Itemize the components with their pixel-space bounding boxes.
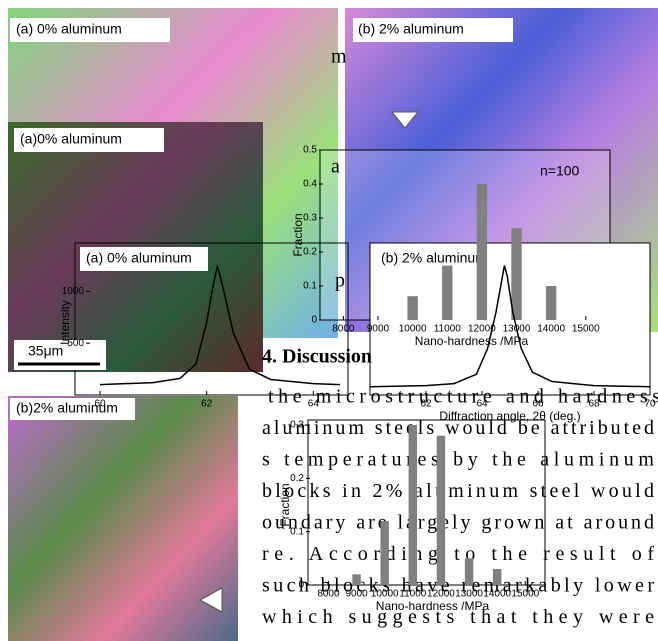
x-tick-label: 11000 — [434, 324, 462, 335]
bar — [407, 296, 417, 320]
x-tick-label: 62 — [420, 399, 432, 410]
x-tick-label: 64 — [476, 399, 488, 410]
bar — [437, 436, 445, 585]
x-tick-label: 68 — [588, 399, 600, 410]
x-tick-label: 8000 — [332, 324, 355, 335]
x-tick-label: 8000 — [317, 589, 340, 600]
y-axis-label: Fraction — [278, 483, 292, 526]
x-tick-label: 14000 — [537, 324, 565, 335]
body-line: s temperatures by the aluminum — [262, 449, 654, 471]
x-tick-label: 9000 — [345, 589, 368, 600]
panel-label: (a) 0% aluminum — [16, 21, 122, 37]
bar — [465, 558, 473, 585]
x-tick-label: 14000 — [483, 589, 511, 600]
y-axis-label: Intensity — [58, 300, 72, 345]
y-tick-label: 0.2 — [303, 247, 317, 258]
panel-label: (a) 0% aluminum — [86, 250, 192, 266]
y-tick-label: 0.1 — [303, 281, 317, 292]
bar — [511, 228, 521, 320]
y-axis-label: Fraction — [291, 213, 305, 256]
x-tick-label: 11000 — [399, 589, 427, 600]
annotation: n=100 — [540, 163, 580, 179]
heading: 4. Discussion — [262, 346, 372, 368]
x-tick-label: 10000 — [399, 324, 427, 335]
y-tick-label: 0.1 — [290, 526, 304, 537]
x-tick-label: 66 — [532, 399, 544, 410]
x-tick-label: 60 — [94, 399, 106, 410]
x-tick-label: 15000 — [511, 589, 539, 600]
x-tick-label: 62 — [201, 399, 213, 410]
micrograph — [8, 396, 238, 641]
y-tick-label: 0.3 — [303, 213, 317, 224]
y-tick-label: 0 — [311, 315, 317, 326]
text-fragment: a — [331, 156, 340, 178]
body-line: re. According to the result of — [262, 543, 654, 565]
x-tick-label: 15000 — [572, 324, 600, 335]
x-tick-label: 9000 — [367, 324, 390, 335]
x-tick-label: 13000 — [455, 589, 483, 600]
page: (a) 0% aluminum (b) 2% aluminum (a)0% al… — [0, 0, 658, 641]
bar — [442, 266, 452, 320]
text-fragment: m — [331, 46, 347, 68]
bar — [409, 425, 417, 585]
bar — [477, 184, 487, 320]
text-fragment: p — [335, 270, 345, 292]
y-tick-label: 0.2 — [290, 473, 304, 484]
y-tick-label: 0.3 — [290, 420, 304, 431]
x-tick-label: 10000 — [371, 589, 399, 600]
y-tick-label: 0.5 — [303, 145, 317, 156]
y-tick-label: 0.4 — [303, 179, 317, 190]
bar — [380, 521, 388, 585]
x-tick-label: 12000 — [427, 589, 455, 600]
bar — [493, 569, 501, 585]
x-axis-label: Nano-hardness /MPa — [376, 599, 490, 613]
x-axis-label: Diffraction angle, 2θ (deg.) — [439, 409, 580, 423]
x-axis-label: Nano-hardness /MPa — [415, 334, 529, 348]
panel-label: (b) 2% aluminum — [381, 250, 487, 266]
panel-label: (a)0% aluminum — [20, 131, 122, 147]
x-tick-label: 70 — [644, 399, 656, 410]
y-tick-label: 1000 — [62, 286, 85, 297]
bar — [546, 286, 556, 320]
x-tick-label: 64 — [308, 399, 320, 410]
bar — [352, 574, 360, 585]
y-tick-label: 0 — [298, 580, 304, 591]
panel-label: (b) 2% aluminum — [358, 21, 464, 37]
